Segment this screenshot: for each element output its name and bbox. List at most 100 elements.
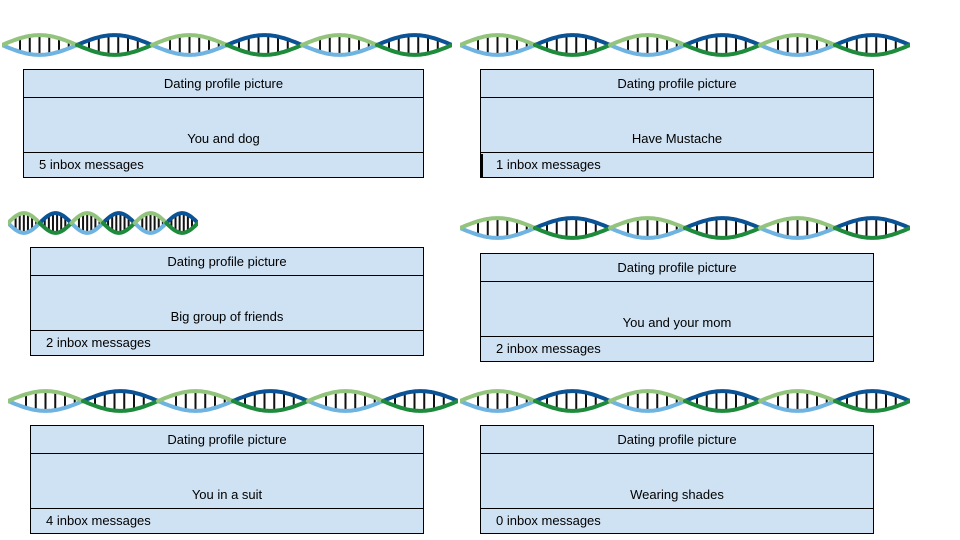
inbox-messages-count: 5 inbox messages	[39, 157, 144, 172]
helix-strand	[156, 389, 235, 403]
profile-picture-header: Dating profile picture	[481, 254, 873, 282]
helix-strand	[8, 389, 85, 403]
helix-strand	[533, 216, 612, 230]
inbox-messages-count: 2 inbox messages	[496, 341, 601, 356]
helix-strand	[150, 33, 229, 47]
profile-picture-header: Dating profile picture	[31, 248, 423, 276]
helix-strand	[75, 43, 154, 57]
profile-picture-header: Dating profile picture	[481, 70, 873, 98]
dna-helix-icon	[8, 211, 198, 235]
helix-strand	[381, 399, 458, 413]
profile-photo-slot: You and your mom	[481, 282, 873, 337]
helix-strand	[75, 33, 154, 47]
helix-strand	[81, 389, 160, 403]
inbox-messages-count: 4 inbox messages	[46, 513, 151, 528]
helix-strand	[683, 216, 762, 230]
helix-strand	[132, 221, 169, 235]
helix-strand	[164, 221, 198, 235]
helix-strand	[8, 211, 42, 225]
helix-strand	[8, 399, 85, 413]
helix-strand	[608, 389, 687, 403]
helix-strand	[375, 33, 452, 47]
helix-strand	[533, 226, 612, 240]
helix-strand	[533, 389, 612, 403]
profile-photo-slot: You and dog	[24, 98, 423, 153]
dna-helix-icon	[8, 389, 458, 413]
helix-strand	[69, 221, 105, 235]
helix-strand	[225, 43, 304, 57]
profile-card: Dating profile picture You and dog 5 inb…	[23, 69, 424, 178]
helix-strand	[150, 43, 229, 57]
helix-strand	[608, 216, 687, 230]
helix-strand	[8, 221, 42, 235]
inbox-messages-count: 2 inbox messages	[46, 335, 151, 350]
profile-card: Dating profile picture Have Mustache 1 i…	[480, 69, 874, 178]
helix-strand	[2, 33, 79, 47]
helix-strand	[608, 399, 687, 413]
helix-strand	[833, 43, 910, 57]
helix-strand	[608, 33, 687, 47]
helix-strand	[758, 226, 837, 240]
photo-caption: You and your mom	[622, 315, 732, 330]
helix-strand	[81, 399, 160, 413]
helix-strand	[300, 33, 379, 47]
helix-strand	[306, 389, 385, 403]
photo-caption: You in a suit	[191, 487, 263, 502]
profile-picture-header: Dating profile picture	[481, 426, 873, 454]
helix-strand	[460, 216, 537, 230]
helix-strand	[375, 43, 452, 57]
helix-strand	[833, 399, 910, 413]
profile-photo-slot: Big group of friends	[31, 276, 423, 331]
helix-strand	[683, 226, 762, 240]
helix-strand	[381, 389, 458, 403]
helix-strand	[156, 399, 235, 413]
helix-strand	[683, 43, 762, 57]
dna-helix-icon	[2, 33, 452, 57]
photo-caption: Big group of friends	[170, 309, 284, 324]
helix-strand	[306, 399, 385, 413]
profile-picture-header: Dating profile picture	[31, 426, 423, 454]
helix-strand	[833, 226, 910, 240]
helix-strand	[758, 33, 837, 47]
helix-strand	[2, 43, 79, 57]
helix-strand	[460, 389, 537, 403]
dna-helix-icon	[460, 216, 910, 240]
photo-caption: Have Mustache	[631, 131, 723, 146]
helix-strand	[225, 33, 304, 47]
helix-strand	[101, 221, 137, 235]
helix-strand	[231, 399, 310, 413]
helix-strand	[132, 211, 169, 225]
helix-strand	[833, 33, 910, 47]
helix-strand	[37, 221, 74, 235]
helix-strand	[460, 43, 537, 57]
helix-strand	[683, 389, 762, 403]
helix-strand	[758, 399, 837, 413]
helix-strand	[758, 43, 837, 57]
helix-strand	[608, 226, 687, 240]
helix-strand	[231, 389, 310, 403]
profile-card: Dating profile picture Big group of frie…	[30, 247, 424, 356]
profile-photo-slot: You in a suit	[31, 454, 423, 509]
helix-strand	[533, 43, 612, 57]
helix-strand	[608, 43, 687, 57]
helix-strand	[758, 389, 837, 403]
helix-strand	[533, 399, 612, 413]
helix-strand	[533, 33, 612, 47]
inbox-messages-count: 1 inbox messages	[496, 157, 601, 172]
helix-strand	[164, 211, 198, 225]
helix-strand	[683, 399, 762, 413]
profile-card: Dating profile picture You in a suit 4 i…	[30, 425, 424, 534]
helix-strand	[101, 211, 137, 225]
helix-strand	[833, 216, 910, 230]
helix-strand	[37, 211, 74, 225]
profile-photo-slot: Wearing shades	[481, 454, 873, 509]
helix-strand	[460, 33, 537, 47]
profile-photo-slot: Have Mustache	[481, 98, 873, 153]
helix-strand	[460, 399, 537, 413]
photo-caption: Wearing shades	[630, 487, 724, 502]
left-accent-line	[481, 154, 483, 177]
helix-strand	[69, 211, 105, 225]
dna-helix-icon	[460, 33, 910, 57]
helix-strand	[758, 216, 837, 230]
profile-card: Dating profile picture You and your mom …	[480, 253, 874, 362]
